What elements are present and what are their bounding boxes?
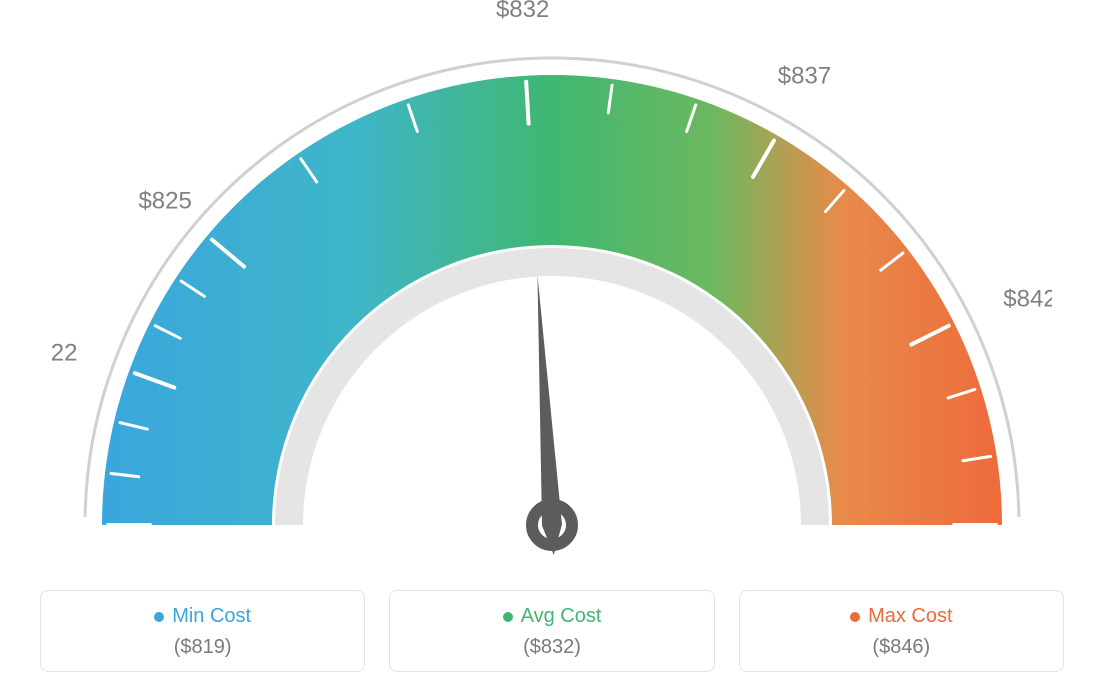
legend-value-avg: ($832) — [400, 636, 703, 659]
legend-label-max: Max Cost — [868, 605, 952, 628]
legend-title-max: Max Cost — [850, 605, 952, 628]
dot-icon — [154, 612, 164, 622]
svg-text:$825: $825 — [138, 187, 191, 214]
legend-label-min: Min Cost — [172, 605, 251, 628]
legend-card-avg: Avg Cost ($832) — [389, 590, 714, 672]
svg-text:$842: $842 — [1003, 285, 1052, 312]
gauge-chart: $819$822$825$832$837$842$846 — [52, 0, 1052, 560]
legend-title-avg: Avg Cost — [503, 605, 602, 628]
dot-icon — [850, 612, 860, 622]
legend-row: Min Cost ($819) Avg Cost ($832) Max Cost… — [40, 590, 1064, 672]
legend-label-avg: Avg Cost — [521, 605, 602, 628]
legend-card-min: Min Cost ($819) — [40, 590, 365, 672]
legend-title-min: Min Cost — [154, 605, 251, 628]
dot-icon — [503, 612, 513, 622]
svg-text:$837: $837 — [778, 63, 831, 90]
cost-gauge-stage: $819$822$825$832$837$842$846 Min Cost ($… — [0, 0, 1104, 690]
svg-text:$832: $832 — [496, 0, 549, 23]
svg-text:$822: $822 — [52, 339, 77, 366]
legend-value-min: ($819) — [51, 636, 354, 659]
legend-value-max: ($846) — [750, 636, 1053, 659]
legend-card-max: Max Cost ($846) — [739, 590, 1064, 672]
